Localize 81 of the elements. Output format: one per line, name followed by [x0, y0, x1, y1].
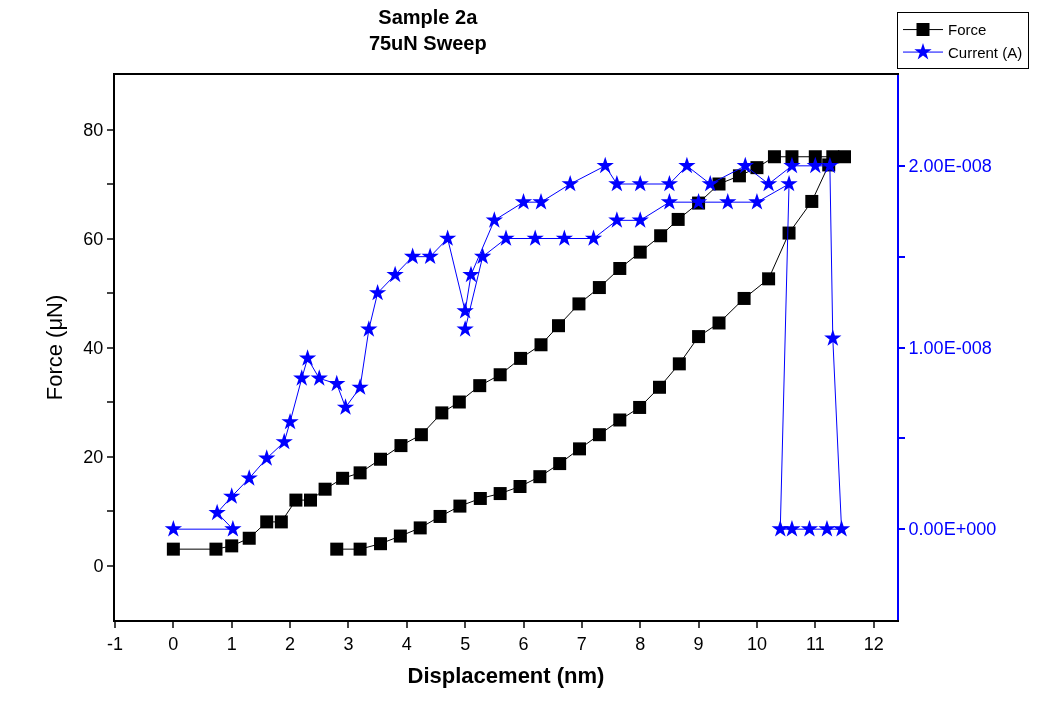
point [281, 412, 299, 430]
point [584, 229, 603, 246]
point [275, 432, 293, 450]
point [631, 174, 649, 192]
y2-tick-label: 0.00E+000 [908, 519, 997, 540]
x-tick-label: 2 [285, 633, 296, 654]
x-tick-label: -1 [106, 633, 124, 654]
point [497, 229, 515, 246]
point [818, 520, 836, 537]
x-tick-label: 6 [518, 633, 529, 654]
legend-label: Force [948, 21, 987, 39]
point [403, 247, 422, 265]
point [806, 156, 824, 174]
point [608, 174, 626, 192]
x-tick-label: 1 [226, 633, 237, 654]
point [783, 520, 801, 537]
x-tick-label: 4 [401, 633, 412, 654]
x-tick-label: 5 [460, 633, 471, 654]
point [780, 174, 798, 192]
point [456, 302, 474, 319]
point [240, 469, 258, 486]
point [208, 503, 226, 521]
x-tick-label: 8 [635, 633, 646, 654]
point [824, 329, 842, 346]
y-tick-label: 60 [83, 228, 104, 249]
x-tick-label: 10 [746, 633, 767, 654]
point [771, 520, 789, 537]
point [759, 174, 778, 192]
point [608, 211, 626, 228]
point [514, 193, 533, 210]
point [298, 349, 317, 366]
point [631, 211, 649, 228]
y-tick-label: 80 [83, 119, 104, 140]
point [532, 193, 550, 210]
point [678, 156, 696, 174]
point [456, 320, 474, 337]
y-tick-label: 40 [83, 337, 104, 358]
point [555, 229, 574, 246]
point [258, 449, 276, 466]
x-axis-title: Displacement (nm) [407, 663, 605, 688]
point [336, 398, 355, 415]
legend-label: Current (A) [948, 43, 1023, 61]
point [351, 378, 369, 395]
x-tick-label: 0 [168, 633, 179, 654]
chart-title: Sample 2a 75uN Sweep [368, 6, 487, 55]
point [719, 193, 737, 210]
x-tick-label: 3 [343, 633, 354, 654]
y-tick-label: 20 [83, 446, 104, 467]
point [438, 229, 457, 246]
point [832, 520, 851, 537]
point [701, 174, 719, 192]
x-tick-label: 7 [576, 633, 587, 654]
point [164, 520, 183, 537]
point [660, 174, 679, 192]
point [386, 265, 404, 283]
point [328, 374, 346, 392]
y-axis-title: Force (μN) [41, 294, 67, 401]
point [224, 520, 242, 537]
point [421, 247, 439, 265]
point [748, 193, 766, 210]
point [462, 265, 480, 283]
point [800, 520, 819, 537]
point [660, 193, 679, 210]
point [783, 156, 801, 174]
point [368, 283, 387, 301]
point [293, 369, 311, 386]
x-tick-label: 9 [693, 633, 704, 654]
point [561, 174, 579, 192]
point [474, 247, 492, 265]
point [526, 229, 544, 246]
y-tick-label: 0 [93, 555, 104, 576]
x-tick-label: 11 [805, 633, 825, 654]
y2-tick-label: 1.00E-008 [908, 337, 992, 358]
point [360, 320, 378, 337]
point [223, 487, 241, 504]
point [736, 156, 754, 174]
point [485, 211, 503, 228]
x-tick-label: 12 [863, 633, 884, 654]
point [310, 369, 328, 386]
y2-tick-label: 2.00E-008 [908, 156, 992, 177]
point [596, 156, 614, 174]
